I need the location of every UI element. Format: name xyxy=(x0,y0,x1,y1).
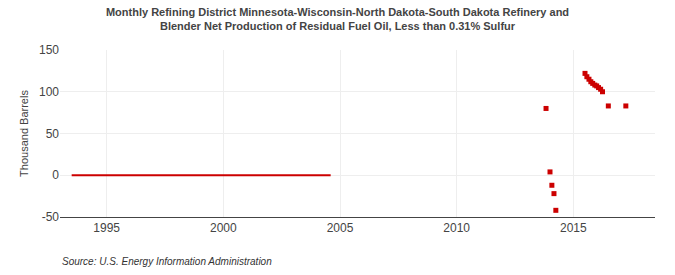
svg-text:150: 150 xyxy=(39,43,59,57)
svg-text:50: 50 xyxy=(46,127,60,141)
svg-text:1995: 1995 xyxy=(93,221,120,235)
svg-text:2010: 2010 xyxy=(443,221,470,235)
svg-text:-50: -50 xyxy=(42,210,60,224)
svg-text:2000: 2000 xyxy=(210,221,237,235)
svg-text:Source: U.S. Energy Informatio: Source: U.S. Energy Information Administ… xyxy=(62,256,272,267)
svg-text:100: 100 xyxy=(39,85,59,99)
svg-text:0: 0 xyxy=(52,168,59,182)
svg-text:Monthly Refining District Minn: Monthly Refining District Minnesota-Wisc… xyxy=(106,6,569,32)
svg-text:2015: 2015 xyxy=(560,221,587,235)
svg-text:Thousand Barrels: Thousand Barrels xyxy=(18,90,30,177)
svg-text:2005: 2005 xyxy=(327,221,354,235)
